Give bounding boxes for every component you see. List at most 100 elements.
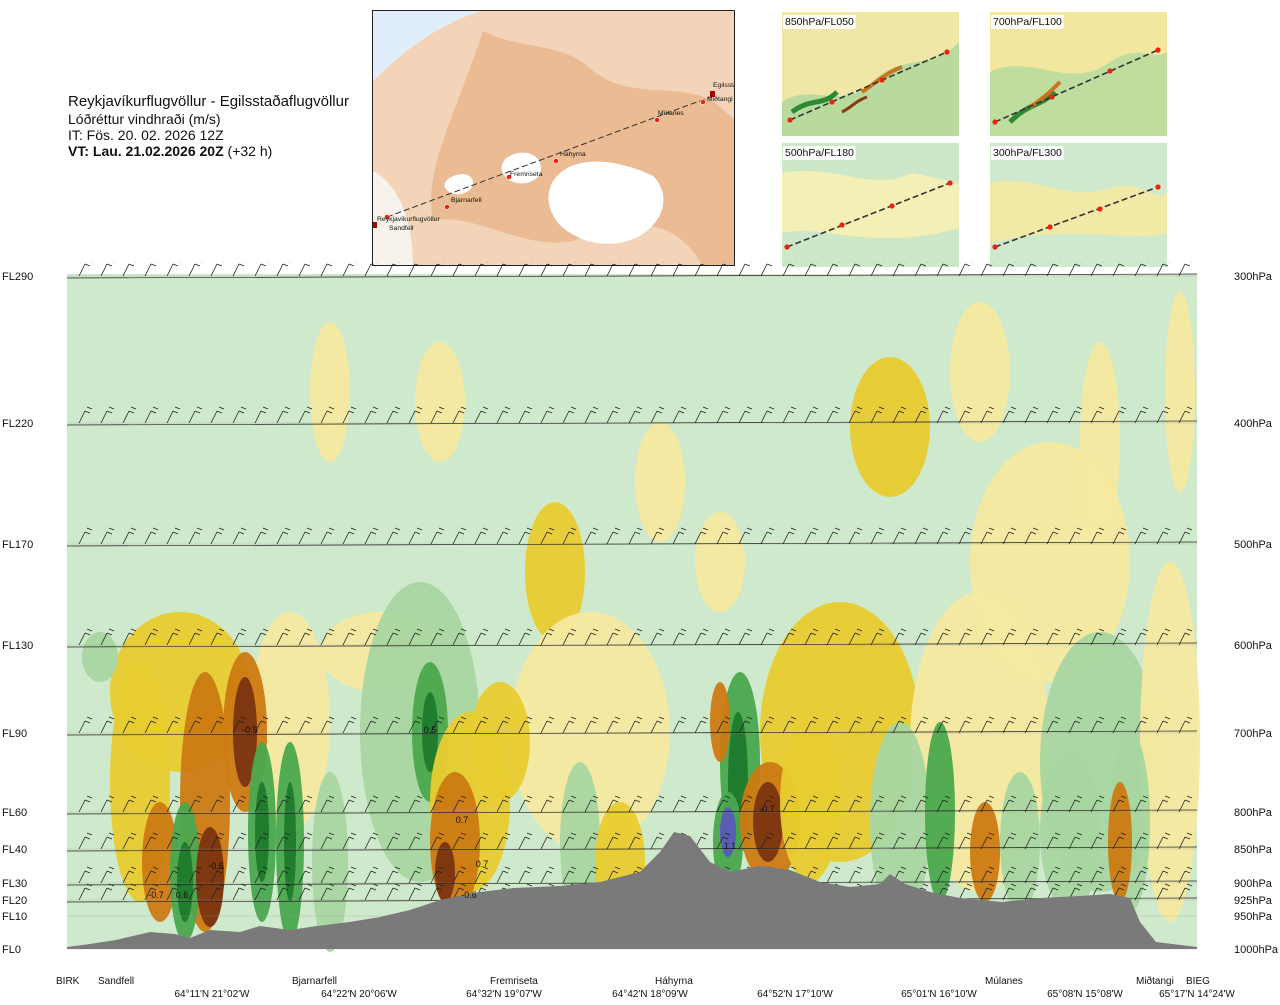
wind-barb [562,262,576,277]
wind-barb [1002,628,1017,646]
wind-barb [166,262,180,277]
wind-barb [980,527,995,545]
wind-barb [100,832,115,850]
wind-barb [584,527,599,545]
thumbnail-850hpa[interactable]: 850hPa/FL050 [782,12,959,136]
wind-barb [1068,628,1083,646]
station-label: Fremriseta [490,976,538,987]
wind-barb [386,795,401,813]
wind-barb [1178,866,1193,884]
wind-barb [1156,883,1171,901]
wind-barb [122,866,137,884]
coordinate-label: 64°52'N 17°10'W [757,989,833,1000]
wind-barb [738,716,753,734]
wind-barb [254,866,269,884]
wind-barb [320,716,335,734]
coordinate-label: 65°01'N 16°10'W [901,989,977,1000]
wind-barb [298,716,313,734]
barb-axis-line [66,273,1198,279]
wind-barb [210,262,224,277]
wind-barb [694,527,709,545]
flight-level-label: FL290 [2,271,33,283]
wind-barb [232,883,247,901]
wind-barb [562,832,577,850]
wind-barb [738,262,752,277]
wind-barb [254,832,269,850]
wind-barb [408,406,423,424]
wind-barb [760,406,775,424]
wind-barb [166,866,181,884]
thumbnail-300hpa[interactable]: 300hPa/FL300 [990,143,1167,267]
wind-barb [386,262,400,277]
wind-barb [584,866,599,884]
wind-barb [1134,795,1149,813]
wind-barb [342,866,357,884]
wind-barb [672,262,686,277]
wind-barb [694,262,708,277]
wind-barb [122,406,137,424]
wind-barb [474,527,489,545]
wind-barb [408,716,423,734]
wind-barb [1046,716,1061,734]
wind-barb [606,716,621,734]
wind-barb [232,832,247,850]
wind-barb [474,832,489,850]
wind-barb [892,406,907,424]
wind-barb [1178,795,1193,813]
wind-barb [1024,628,1039,646]
wind-barb [1068,262,1082,277]
wind-barb [782,716,797,734]
wind-barb [1068,795,1083,813]
extremum-label: -0.6 [461,890,477,900]
wind-barb [342,406,357,424]
wind-barb [364,262,378,277]
valid-time-bold: VT: Lau. 21.02.2026 20Z [68,143,224,159]
thumbnail-700hpa[interactable]: 700hPa/FL100 [990,12,1167,136]
flight-level-label: FL40 [2,844,27,856]
map-label-fremriseta: Fremriseta [510,171,543,178]
wind-barb [408,527,423,545]
wind-barb [298,866,313,884]
wind-barb [386,406,401,424]
wind-barb [584,832,599,850]
wind-barb [452,628,467,646]
wind-barb [716,262,730,277]
wind-barb [540,628,555,646]
wind-barb [826,866,841,884]
wind-barb [78,527,93,545]
wind-barb [958,795,973,813]
pressure-level-label: 600hPa [1234,640,1273,652]
wind-barb [980,406,995,424]
extremum-label: -0.5 [242,725,258,735]
wind-barb [826,628,841,646]
wind-barb [452,795,467,813]
wind-barb [188,795,203,813]
wind-barb [584,406,599,424]
thumbnail-label: 500hPa/FL180 [783,146,856,160]
wind-barb [386,832,401,850]
wind-barb [650,716,665,734]
wind-barb [342,262,356,277]
wind-barb [1024,406,1039,424]
velocity-contour [255,782,269,882]
wind-barb [980,262,994,277]
velocity-contour [142,802,178,922]
station-label: Múlanes [985,976,1023,987]
wind-barb [804,716,819,734]
wind-barb [958,527,973,545]
wind-barb [1112,716,1127,734]
wind-barb [430,406,445,424]
wind-barb [518,832,533,850]
wind-barb [188,262,202,277]
wind-barb [606,406,621,424]
wind-barb [716,832,731,850]
extremum-label: 0.6 [176,890,189,900]
coordinate-label: 64°32'N 19°07'W [466,989,542,1000]
thumbnail-500hpa[interactable]: 500hPa/FL180 [782,143,959,267]
wind-barb [826,716,841,734]
wind-barb [364,406,379,424]
wind-barb [1156,795,1171,813]
wind-barb [694,406,709,424]
wind-barb [914,716,929,734]
wind-barb [540,527,555,545]
